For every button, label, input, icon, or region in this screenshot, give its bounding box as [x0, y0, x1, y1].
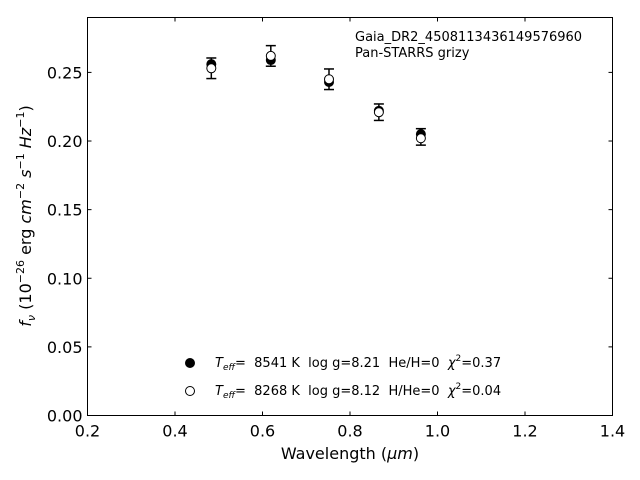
legend-1-chi-val: =0.37	[461, 356, 501, 371]
y-tick-label: 0.15	[47, 201, 83, 220]
x-tick-label: 0.6	[250, 422, 275, 441]
model-point-open	[373, 107, 384, 118]
x-tick-label: 0.4	[162, 422, 187, 441]
y-label-exp2: −2	[14, 183, 27, 199]
y-label-f: f	[16, 319, 35, 327]
model-point-open	[324, 74, 334, 85]
annotation-line-1: Gaia_DR2_4508113436149576960	[355, 30, 582, 45]
legend-1-chi: χ	[447, 356, 457, 371]
y-tick-label: 0.05	[47, 338, 83, 357]
y-tick-label: 0.10	[47, 269, 83, 288]
legend-entry-1: Teff= 8541 K log g=8.21 He/H=0 χ2=0.37	[215, 354, 501, 373]
x-axis-label: Wavelength (μm)	[281, 444, 419, 463]
legend-marker-filled	[185, 358, 195, 368]
y-tick-label: 0.25	[47, 63, 83, 82]
legend-2-chi: χ	[447, 384, 457, 399]
x-tick-label: 0.2	[75, 422, 100, 441]
model-point-open	[265, 50, 276, 61]
y-label-exp4: −1	[14, 112, 27, 128]
y-label-s: s	[16, 170, 35, 183]
x-tick-label: 0.8	[337, 422, 362, 441]
y-label-exp3: −1	[14, 153, 27, 169]
y-tick-label: 0.00	[47, 407, 83, 426]
legend-marker-open	[185, 386, 195, 396]
legend-2-chi-exp: 2	[456, 382, 462, 392]
x-axis-label-unit: μm	[386, 444, 413, 463]
model-point-open	[206, 63, 217, 74]
legend-2-t: T	[215, 384, 224, 399]
legend-1-sub: eff	[223, 363, 237, 373]
x-tick-label: 1.2	[512, 422, 537, 441]
x-axis-label-main: Wavelength (	[281, 444, 387, 463]
y-label-erg: erg	[16, 224, 35, 260]
y-label-hz: Hz	[16, 127, 35, 153]
x-axis-label-close: )	[413, 444, 419, 463]
tick-group: 0.2 0.4 0.6 0.8 1.0 1.2 1.4 0.00 0.05 0.10 0.15 0.2…	[47, 17, 625, 441]
legend-1-rest: = 8541 K log g=8.21 He/H=0	[235, 356, 448, 371]
y-label-cm: cm	[16, 199, 35, 223]
y-tick-label: 0.20	[47, 132, 83, 151]
legend-1-chi-exp: 2	[456, 354, 462, 364]
y-axis-label: fν (10−26 erg cm−2 s−1 Hz−1)	[14, 105, 38, 326]
y-label-nu: ν	[25, 315, 38, 321]
legend: Teff= 8541 K log g=8.21 He/H=0 χ2=0.37 T…	[185, 354, 501, 401]
y-label-close: )	[16, 105, 35, 111]
model-point-open	[415, 133, 426, 144]
y-label-rest: (10	[16, 283, 35, 315]
data-marks	[206, 44, 426, 146]
legend-2-chi-val: =0.04	[461, 384, 501, 399]
legend-2-rest: = 8268 K log g=8.12 H/He=0	[235, 384, 448, 399]
x-tick-label: 1.4	[600, 422, 625, 441]
annotation-line-2: Pan-STARRS grizy	[355, 46, 470, 61]
y-label-exp1: −26	[14, 260, 27, 283]
legend-entry-2: Teff= 8268 K log g=8.12 H/He=0 χ2=0.04	[215, 382, 501, 401]
legend-2-sub: eff	[223, 391, 237, 401]
x-tick-label: 1.0	[425, 422, 450, 441]
legend-1-t: T	[215, 356, 224, 371]
